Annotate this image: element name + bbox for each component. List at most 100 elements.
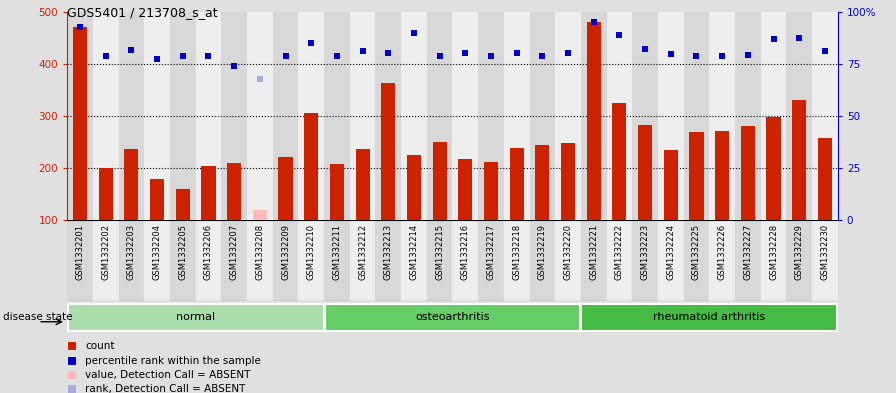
Text: count: count xyxy=(85,341,115,351)
Bar xyxy=(73,28,87,220)
Text: value, Detection Call = ABSENT: value, Detection Call = ABSENT xyxy=(85,370,251,380)
Bar xyxy=(787,220,812,301)
Text: GSM1332203: GSM1332203 xyxy=(127,224,136,280)
Bar xyxy=(68,304,323,331)
Bar xyxy=(741,127,755,220)
Text: GSM1332201: GSM1332201 xyxy=(75,224,84,280)
Bar xyxy=(581,220,607,301)
Bar xyxy=(478,12,504,220)
Bar xyxy=(170,12,195,220)
Text: GSM1332211: GSM1332211 xyxy=(332,224,341,280)
Bar xyxy=(125,149,139,220)
Bar xyxy=(195,12,221,220)
Text: normal: normal xyxy=(177,312,215,322)
Bar xyxy=(607,12,633,220)
Bar xyxy=(638,125,652,220)
Bar xyxy=(349,12,375,220)
Bar xyxy=(272,220,298,301)
Text: disease state: disease state xyxy=(3,312,73,322)
Text: GSM1332216: GSM1332216 xyxy=(461,224,470,280)
Text: GSM1332212: GSM1332212 xyxy=(358,224,367,280)
Bar xyxy=(279,156,293,220)
Bar xyxy=(787,12,812,220)
Bar xyxy=(298,12,324,220)
Bar xyxy=(99,168,113,220)
Bar xyxy=(582,304,837,331)
Bar xyxy=(484,162,498,220)
Text: GSM1332218: GSM1332218 xyxy=(513,224,521,280)
Text: GSM1332225: GSM1332225 xyxy=(692,224,701,280)
Text: GSM1332227: GSM1332227 xyxy=(744,224,753,280)
Text: GSM1332206: GSM1332206 xyxy=(204,224,213,280)
Bar xyxy=(221,220,247,301)
Bar xyxy=(587,22,601,220)
Bar xyxy=(761,12,787,220)
Bar xyxy=(561,143,575,220)
Bar xyxy=(118,12,144,220)
Bar xyxy=(530,12,556,220)
Bar xyxy=(202,166,216,220)
Bar xyxy=(381,83,395,220)
Bar xyxy=(426,12,452,220)
Bar xyxy=(658,12,684,220)
Bar xyxy=(581,12,607,220)
Bar xyxy=(535,145,549,220)
Bar xyxy=(689,132,703,220)
Bar xyxy=(227,163,241,220)
Bar xyxy=(375,220,401,301)
Bar xyxy=(426,220,452,301)
Bar xyxy=(324,304,581,331)
Bar xyxy=(761,220,787,301)
Bar xyxy=(375,12,401,220)
Bar xyxy=(812,220,838,301)
Text: rank, Detection Call = ABSENT: rank, Detection Call = ABSENT xyxy=(85,384,246,393)
Bar xyxy=(710,12,735,220)
Bar xyxy=(93,220,118,301)
Text: GSM1332226: GSM1332226 xyxy=(718,224,727,280)
Bar xyxy=(504,12,530,220)
Bar xyxy=(735,12,761,220)
Bar xyxy=(510,148,524,220)
Text: GSM1332213: GSM1332213 xyxy=(383,224,392,280)
Text: GSM1332229: GSM1332229 xyxy=(795,224,804,280)
Bar xyxy=(478,220,504,301)
Bar xyxy=(710,220,735,301)
Bar xyxy=(247,12,272,220)
Text: GSM1332207: GSM1332207 xyxy=(229,224,238,280)
Text: GSM1332219: GSM1332219 xyxy=(538,224,547,280)
Bar xyxy=(356,149,370,220)
Text: GSM1332214: GSM1332214 xyxy=(409,224,418,280)
Text: GSM1332215: GSM1332215 xyxy=(435,224,444,280)
Bar xyxy=(150,180,164,220)
Text: GSM1332210: GSM1332210 xyxy=(306,224,315,280)
Bar xyxy=(195,220,221,301)
Bar xyxy=(766,118,780,220)
Text: percentile rank within the sample: percentile rank within the sample xyxy=(85,356,261,365)
Bar xyxy=(664,150,678,220)
Bar xyxy=(401,12,426,220)
Bar xyxy=(607,220,633,301)
Bar xyxy=(452,12,478,220)
Text: GSM1332221: GSM1332221 xyxy=(590,224,599,280)
Text: GSM1332217: GSM1332217 xyxy=(487,224,495,280)
Bar xyxy=(530,220,556,301)
Bar xyxy=(324,220,349,301)
Bar xyxy=(93,12,118,220)
Bar xyxy=(253,210,267,220)
Bar xyxy=(324,12,349,220)
Bar xyxy=(658,220,684,301)
Text: GSM1332222: GSM1332222 xyxy=(615,224,624,280)
Text: GSM1332208: GSM1332208 xyxy=(255,224,264,280)
Text: GSM1332230: GSM1332230 xyxy=(821,224,830,280)
Bar xyxy=(633,12,658,220)
Bar xyxy=(715,130,729,220)
Bar xyxy=(67,220,93,301)
Bar xyxy=(684,12,710,220)
Bar xyxy=(67,12,93,220)
Bar xyxy=(221,12,247,220)
Bar xyxy=(504,220,530,301)
Text: rheumatoid arthritis: rheumatoid arthritis xyxy=(653,312,765,322)
Bar xyxy=(556,12,581,220)
Bar xyxy=(433,142,447,220)
Bar xyxy=(407,155,421,220)
